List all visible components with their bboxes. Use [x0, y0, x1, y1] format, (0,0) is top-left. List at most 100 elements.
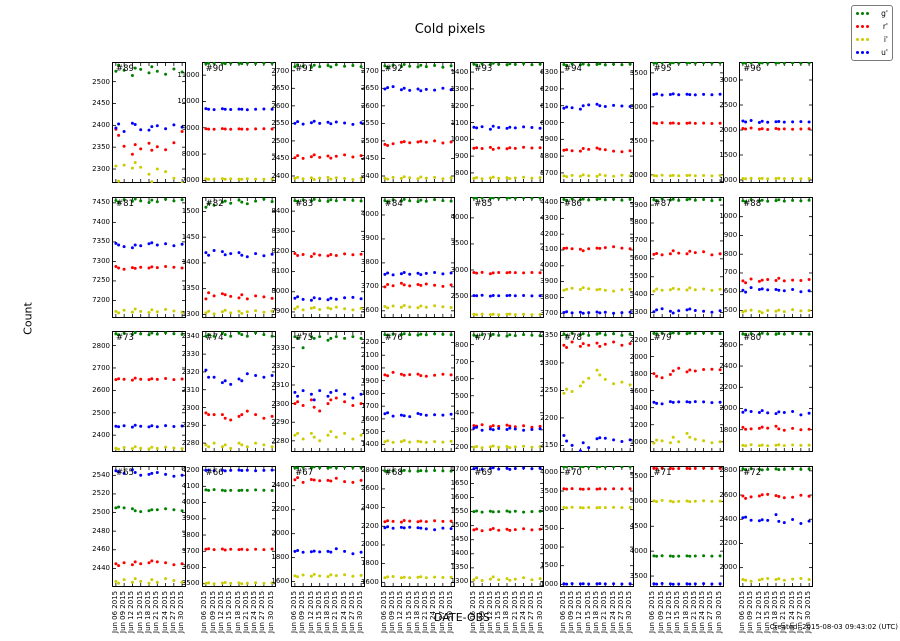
data-point [139, 509, 143, 513]
data-point [402, 373, 406, 377]
y-tick-label: 5500 [629, 471, 648, 480]
data-point [270, 177, 274, 181]
data-point [749, 579, 753, 583]
data-point [782, 177, 786, 181]
data-point [758, 467, 762, 471]
data-point [180, 181, 184, 183]
data-point [489, 466, 493, 470]
data-point [676, 466, 680, 470]
data-point [139, 67, 143, 71]
data-point [399, 413, 403, 417]
data-point [441, 304, 445, 308]
data-point [791, 577, 795, 581]
y-tick-label: 2550 [271, 119, 290, 128]
data-point [777, 288, 781, 292]
axes-frame [470, 331, 545, 452]
subplot-94: #94 5700 5800 5900 6000 6100 6200 6300 [540, 62, 634, 183]
data-point [562, 505, 566, 509]
data-point [685, 332, 689, 336]
data-point [595, 146, 599, 150]
data-point [253, 331, 257, 335]
data-point [492, 175, 496, 179]
data-point [671, 311, 675, 314]
y-tick-label: 2800 [92, 341, 110, 350]
data-point [522, 125, 526, 129]
data-point [693, 121, 697, 125]
data-point [581, 441, 585, 445]
data-point [407, 198, 411, 202]
subplot-canvas [112, 331, 186, 452]
subplot-83: #83 7900 8000 8100 8200 8300 8400 [271, 196, 366, 318]
data-point [489, 334, 493, 338]
data-point [270, 334, 274, 338]
data-point [578, 107, 582, 111]
data-point [351, 551, 355, 555]
y-tick-label: 2200 [719, 538, 738, 547]
data-point [687, 466, 691, 470]
data-point [693, 437, 697, 441]
data-point [598, 173, 602, 177]
data-point [155, 243, 159, 246]
y-tick-label: 1400 [360, 440, 379, 449]
data-point [489, 445, 493, 449]
series-u' [383, 524, 453, 531]
data-point [130, 121, 134, 125]
data-point [270, 580, 274, 584]
data-point [565, 63, 569, 67]
data-point [399, 281, 403, 285]
data-point [130, 447, 134, 451]
series-u' [203, 468, 274, 472]
data-point [220, 445, 224, 449]
data-point [701, 92, 705, 96]
data-point [329, 296, 333, 300]
data-point [441, 177, 445, 181]
series-g' [203, 62, 274, 66]
data-point [522, 510, 526, 514]
data-point [497, 427, 501, 430]
data-point [620, 198, 624, 202]
data-point [668, 400, 672, 404]
y-tick-label: 3000 [540, 505, 558, 514]
data-point [685, 400, 689, 404]
data-point [505, 428, 509, 431]
data-point [122, 68, 126, 72]
data-point [492, 465, 496, 469]
data-point [334, 435, 338, 439]
data-point [603, 245, 607, 249]
data-point [741, 288, 745, 292]
data-point [419, 304, 423, 307]
data-point [807, 519, 811, 523]
data-point [245, 468, 249, 472]
data-point [180, 508, 184, 512]
data-point [424, 87, 428, 91]
series-g' [562, 196, 632, 202]
data-point [807, 288, 811, 292]
series-i' [203, 177, 274, 181]
data-point [562, 246, 566, 250]
data-point [147, 447, 151, 451]
data-point [318, 549, 322, 553]
data-point [312, 305, 316, 309]
data-point [391, 370, 395, 374]
data-point [777, 127, 781, 131]
data-point [595, 581, 599, 585]
data-point [402, 86, 406, 90]
data-point [718, 197, 722, 201]
data-point [399, 305, 403, 309]
data-point [651, 553, 655, 557]
data-point [310, 574, 314, 578]
data-point [651, 400, 655, 404]
data-point [293, 296, 297, 300]
data-point [130, 265, 134, 269]
series-g' [472, 196, 542, 200]
data-point [676, 499, 680, 503]
data-point [155, 446, 159, 450]
x-tick-label: Jun 21 2015 [152, 590, 161, 633]
data-point [312, 251, 316, 255]
data-point [480, 578, 484, 582]
data-point [774, 120, 778, 124]
data-point [514, 527, 518, 531]
y-tick-label: 3500 [450, 239, 469, 248]
data-point [587, 286, 591, 290]
data-point [310, 155, 314, 159]
